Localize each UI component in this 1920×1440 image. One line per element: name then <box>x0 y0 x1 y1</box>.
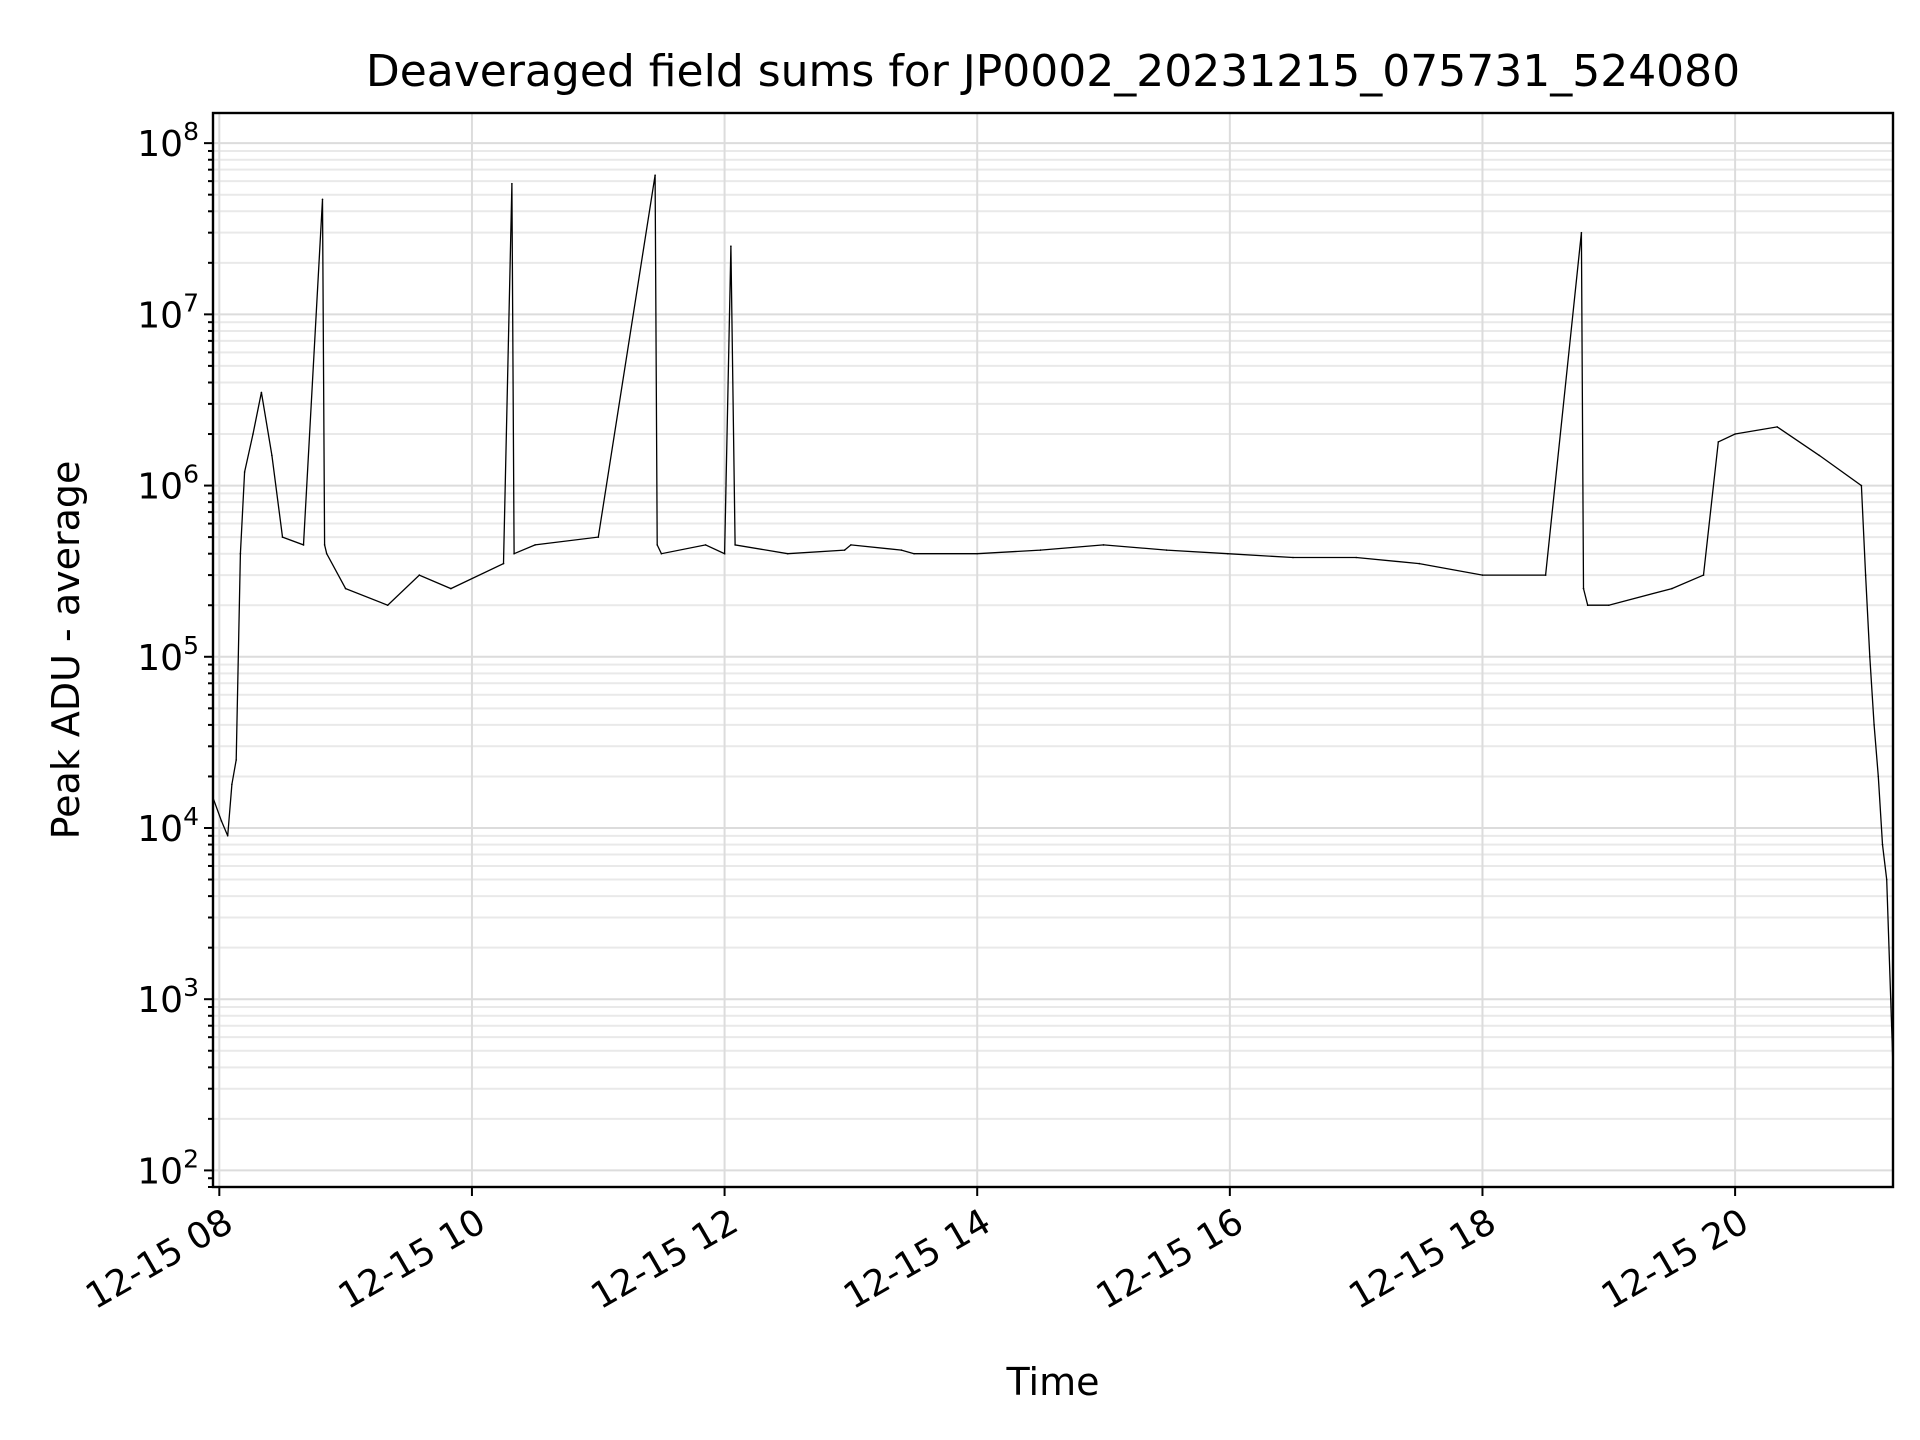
data-point <box>1544 574 1547 576</box>
data-point <box>654 174 656 176</box>
y-tick-label: 108 <box>137 117 199 165</box>
data-point <box>900 549 903 551</box>
data-point <box>386 604 389 606</box>
data-point <box>260 391 263 394</box>
data-point <box>1226 552 1229 555</box>
data-point <box>660 552 663 555</box>
data-point <box>1702 574 1705 576</box>
data-point <box>730 245 732 247</box>
y-axis-ticks: 102 103 104 105 106 107 108 <box>137 117 213 1192</box>
data-point <box>239 552 242 555</box>
data-point <box>1481 574 1484 576</box>
data-point <box>235 759 237 761</box>
data-point <box>1586 604 1589 606</box>
data-point <box>1580 231 1583 234</box>
data-point <box>1165 549 1168 551</box>
data-point <box>1418 562 1421 565</box>
data-point <box>913 552 915 555</box>
data-point <box>734 544 736 546</box>
y-tick-label: 106 <box>137 460 199 508</box>
data-point <box>1608 604 1610 606</box>
data-point <box>1039 549 1042 551</box>
series-line <box>212 175 1894 1068</box>
minor-gridlines <box>213 149 1893 1120</box>
data-point <box>723 552 726 555</box>
data-point <box>1869 656 1871 658</box>
data-point <box>450 587 452 590</box>
data-point <box>1102 544 1105 546</box>
data-point <box>1734 433 1736 435</box>
data-point <box>323 544 326 546</box>
data-point <box>1873 724 1875 726</box>
data-point <box>418 574 421 576</box>
data-point <box>1885 878 1888 881</box>
data-point <box>1877 775 1880 778</box>
y-axis-label: Peak ADU - average <box>44 461 88 840</box>
data-point <box>1881 843 1884 846</box>
data-point <box>226 835 229 837</box>
data-point <box>302 544 305 546</box>
y-tick-label: 102 <box>137 1144 199 1192</box>
chart-title: Deaveraged field sums for JP0002_2023121… <box>366 46 1740 97</box>
data-point <box>513 552 515 555</box>
data-point <box>321 198 324 201</box>
data-point <box>534 544 536 546</box>
data-point <box>344 587 347 590</box>
data-point <box>243 471 246 473</box>
data-point <box>271 454 273 457</box>
data-point <box>1717 441 1720 443</box>
data-point <box>511 182 513 185</box>
series-layer <box>212 174 1894 1069</box>
data-point <box>1860 484 1863 487</box>
y-tick-label: 104 <box>137 802 199 850</box>
data-point <box>220 820 223 822</box>
y-tick-label: 107 <box>137 288 199 336</box>
data-point <box>252 433 254 435</box>
data-point <box>1776 426 1778 428</box>
data-point <box>1671 587 1673 590</box>
data-point <box>231 783 233 786</box>
data-point <box>843 549 846 551</box>
data-point <box>656 544 658 546</box>
data-point <box>1292 556 1294 559</box>
data-point <box>502 562 505 565</box>
data-point <box>281 536 284 538</box>
y-tick-label: 103 <box>137 973 199 1021</box>
data-point <box>704 544 707 546</box>
x-axis-label: Time <box>1006 1360 1100 1404</box>
data-point <box>597 536 600 538</box>
plot-frame <box>211 111 1895 1189</box>
y-tick-label: 105 <box>137 631 199 679</box>
data-point <box>1864 574 1867 576</box>
data-point <box>1355 556 1357 559</box>
data-point <box>786 552 789 555</box>
data-point <box>1582 587 1585 590</box>
data-point <box>976 552 978 555</box>
data-point <box>325 552 328 555</box>
major-gridlines <box>213 113 1893 1187</box>
data-point <box>850 544 852 546</box>
data-point <box>1818 454 1821 457</box>
